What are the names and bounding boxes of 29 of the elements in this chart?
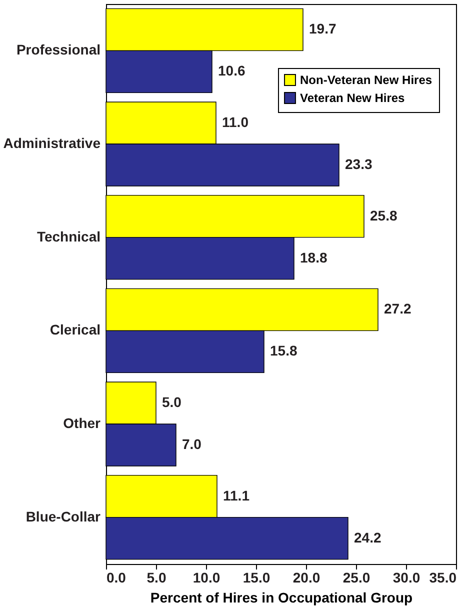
x-tick-label: 5.0	[146, 570, 166, 586]
data-label: 23.3	[345, 156, 372, 172]
data-label: 5.0	[162, 394, 182, 410]
data-label: 11.1	[223, 487, 250, 504]
x-tick-label: 0.0	[106, 570, 126, 586]
y-tick-label: Technical	[36, 228, 100, 244]
legend-label: Non-Veteran New Hires	[300, 73, 432, 87]
y-tick-label: Blue-Collar	[26, 508, 102, 524]
x-tick-label: 25.0	[342, 570, 370, 586]
data-label: 24.2	[354, 529, 382, 546]
data-label: 11.0	[222, 114, 249, 130]
data-label: 18.8	[300, 249, 328, 266]
data-label: 7.0	[182, 436, 202, 452]
x-tick-label: 10.0	[192, 570, 220, 586]
y-tick-label: Other	[63, 415, 102, 431]
data-label: 27.2	[384, 300, 412, 317]
x-tick-label: 20.0	[292, 570, 320, 586]
data-label: 15.8	[270, 342, 298, 359]
x-axis-title: Percent of Hires in Occupational Group	[150, 590, 413, 606]
data-label: 19.7	[309, 20, 336, 37]
x-tick-label: 15.0	[242, 570, 270, 586]
y-tick-label: Clerical	[50, 322, 100, 338]
data-label: 25.8	[370, 207, 398, 224]
x-tick-label: 35.0	[429, 570, 457, 586]
data-label: 10.6	[218, 62, 246, 79]
x-tick-label: 30.0	[392, 570, 420, 586]
y-tick-label: Professional	[16, 42, 100, 58]
legend-label: Veteran New Hires	[300, 91, 406, 105]
y-tick-label: Administrative	[3, 135, 101, 151]
